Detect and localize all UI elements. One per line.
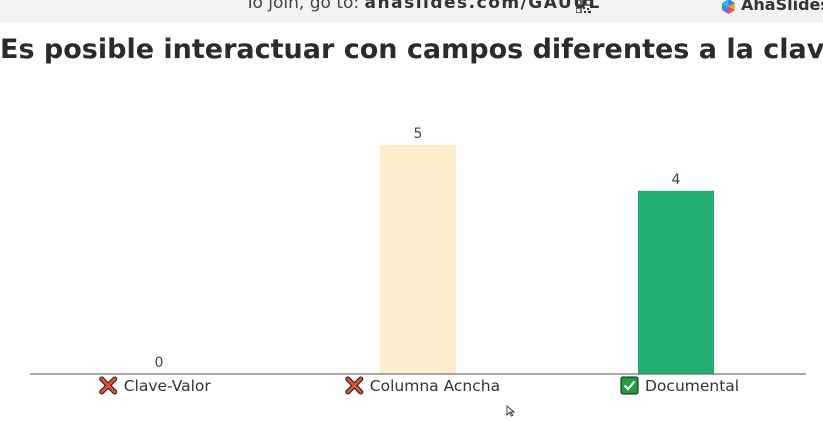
question-title: Es posible interactuar con campos difere… (0, 34, 823, 65)
top-bar: To join, go to: ahaslides.com/GAUUL AhaS… (0, 0, 823, 22)
wrong-cross-icon (345, 376, 364, 395)
brand-name: AhaSlides (741, 0, 823, 14)
category-label-text: Columna Acncha (370, 377, 500, 395)
bar-3 (638, 190, 714, 374)
wrong-cross-icon (99, 376, 118, 395)
join-code[interactable]: ahaslides.com/GAUUL (364, 0, 601, 13)
correct-check-icon (620, 376, 639, 395)
category-label-text: Clave-Valor (124, 377, 212, 395)
join-instructions: To join, go to: ahaslides.com/GAUUL (245, 0, 601, 13)
qr-code-icon[interactable] (576, 0, 591, 13)
mouse-cursor-icon (506, 405, 515, 417)
join-prefix: To join, go to: (245, 0, 365, 13)
bar-value-label: 0 (155, 355, 164, 371)
bar-value-label: 4 (672, 172, 681, 188)
category-label-text: Documental (645, 377, 739, 395)
category-label-1: Clave-Valor (99, 376, 212, 395)
bar-value-label: 5 (414, 126, 423, 142)
ahaslides-logo-icon (722, 0, 735, 14)
category-label-3: Documental (620, 376, 739, 395)
bar-2 (380, 145, 456, 374)
category-label-2: Columna Acncha (345, 376, 500, 395)
